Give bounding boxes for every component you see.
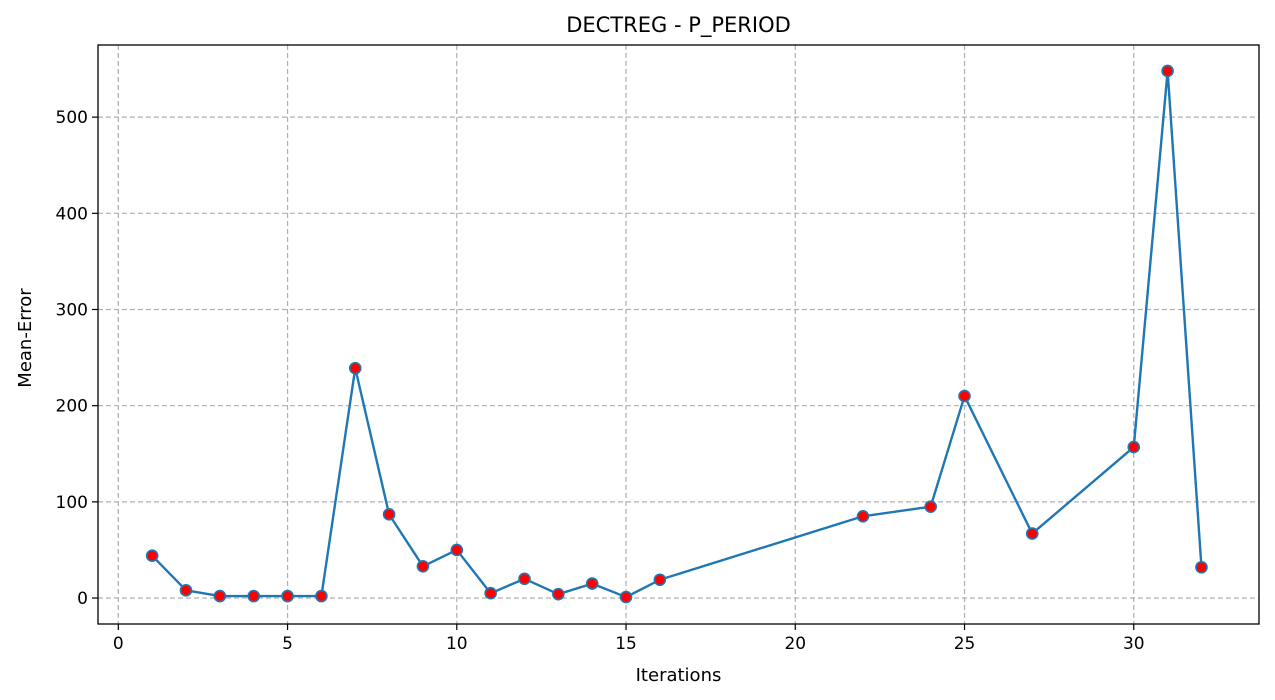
data-point xyxy=(382,508,396,521)
x-tick-label: 0 xyxy=(113,634,124,654)
x-tick-label: 5 xyxy=(282,634,293,654)
data-point xyxy=(315,589,328,603)
chart-title: DECTREG - P_PERIOD xyxy=(566,13,791,38)
series-layer xyxy=(145,64,1208,604)
data-point xyxy=(1025,527,1039,540)
grid xyxy=(98,45,1259,624)
data-point xyxy=(145,549,159,563)
plot-frame xyxy=(97,44,1260,625)
x-axis-label: Iterations xyxy=(636,665,722,686)
data-point xyxy=(1195,560,1208,574)
data-point xyxy=(552,587,565,601)
y-axis-label: Mean-Error xyxy=(15,288,36,388)
data-point xyxy=(416,559,430,573)
data-point xyxy=(1127,440,1141,454)
data-point xyxy=(924,500,937,513)
y-tick-label: 100 xyxy=(56,493,88,513)
data-point xyxy=(518,572,531,586)
series-line xyxy=(151,69,1203,599)
data-point xyxy=(179,584,193,597)
x-tick-label: 30 xyxy=(1123,634,1145,654)
x-tick-label: 20 xyxy=(784,634,806,654)
y-tick-label: 200 xyxy=(56,397,88,417)
data-point xyxy=(213,589,227,603)
data-point xyxy=(247,589,261,603)
data-point xyxy=(348,361,362,375)
data-point xyxy=(484,586,497,600)
y-tick-label: 400 xyxy=(56,204,88,224)
y-tick-label: 300 xyxy=(56,300,88,320)
data-point xyxy=(653,573,667,587)
data-point xyxy=(958,389,971,403)
y-tick-label: 500 xyxy=(56,108,88,128)
data-point xyxy=(856,509,870,523)
data-point xyxy=(585,577,599,590)
y-tick-label: 0 xyxy=(77,589,88,609)
x-tick-label: 15 xyxy=(615,634,637,654)
data-point xyxy=(450,543,464,557)
data-point xyxy=(1161,64,1174,78)
x-tick-label: 10 xyxy=(446,634,468,654)
x-tick-label: 25 xyxy=(954,634,976,654)
data-point xyxy=(281,589,294,603)
data-point xyxy=(619,590,633,604)
